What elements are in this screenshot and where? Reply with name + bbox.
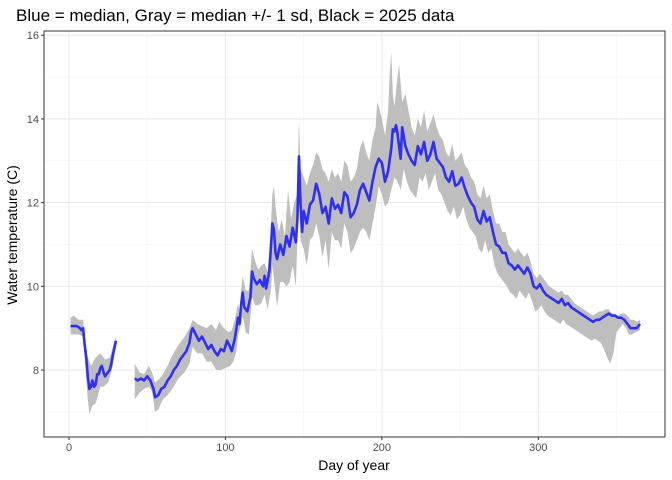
y-tick-label: 16: [27, 30, 39, 42]
y-axis: 8 10 12 14 16: [27, 30, 44, 377]
y-axis-title: Water temperature (C): [4, 165, 20, 305]
y-tick-label: 8: [33, 365, 39, 377]
x-tick-label: 100: [216, 442, 234, 454]
sd-band: [70, 51, 640, 414]
median-line-segment: [134, 123, 642, 399]
x-tick-label: 200: [373, 442, 391, 454]
x-tick-label: 0: [66, 442, 72, 454]
x-axis-title: Day of year: [318, 457, 390, 473]
median-line: [70, 123, 642, 399]
sd-band-area: [134, 51, 640, 412]
median-line-segment: [70, 324, 118, 391]
x-axis: 0 100 200 300: [66, 437, 547, 454]
chart-title: Blue = median, Gray = median +/- 1 sd, B…: [16, 6, 455, 25]
gridlines: [44, 31, 665, 437]
y-tick-label: 12: [27, 198, 39, 210]
sd-band-area: [70, 315, 116, 414]
y-tick-label: 10: [27, 281, 39, 293]
panel-border: [43, 30, 666, 438]
x-tick-label: 300: [529, 442, 547, 454]
y-tick-label: 14: [27, 114, 39, 126]
